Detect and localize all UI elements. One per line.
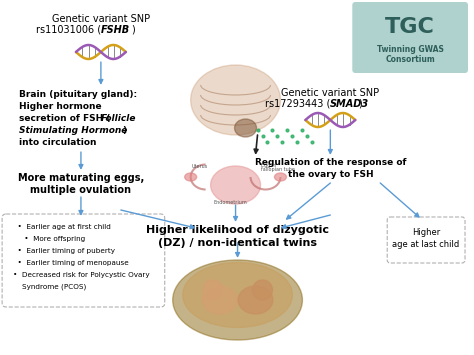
Text: rs11031006 (: rs11031006 ( <box>36 25 101 35</box>
Text: •  More offspring: • More offspring <box>13 236 85 242</box>
Ellipse shape <box>173 260 302 340</box>
Text: •  Earlier timing of puberty: • Earlier timing of puberty <box>13 248 115 254</box>
Text: Uterus: Uterus <box>191 164 208 169</box>
Text: Genetic variant SNP: Genetic variant SNP <box>52 14 150 24</box>
Text: ): ) <box>122 126 126 135</box>
Text: into circulation: into circulation <box>19 138 97 147</box>
Text: (DZ) / non-identical twins: (DZ) / non-identical twins <box>158 238 317 248</box>
Text: multiple ovulation: multiple ovulation <box>30 185 131 195</box>
Ellipse shape <box>210 166 261 204</box>
Text: Genetic variant SNP: Genetic variant SNP <box>281 88 379 98</box>
Text: Endometrium: Endometrium <box>214 200 247 205</box>
Circle shape <box>203 280 223 300</box>
Text: •  Earlier timing of menopause: • Earlier timing of menopause <box>13 260 129 266</box>
Text: Syndrome (PCOS): Syndrome (PCOS) <box>13 284 86 290</box>
Text: FSHB: FSHB <box>101 25 130 35</box>
Text: Egg in: Egg in <box>261 163 276 168</box>
Text: SMAD3: SMAD3 <box>330 99 369 109</box>
Ellipse shape <box>202 286 237 314</box>
Ellipse shape <box>185 173 197 181</box>
Text: More maturating eggs,: More maturating eggs, <box>18 173 144 183</box>
FancyBboxPatch shape <box>387 217 465 263</box>
Circle shape <box>253 280 273 300</box>
Ellipse shape <box>238 286 273 314</box>
Text: Regulation of the response of: Regulation of the response of <box>255 158 406 167</box>
Text: ): ) <box>131 25 135 35</box>
Text: TGC: TGC <box>385 17 435 37</box>
Text: Stimulating Hormone: Stimulating Hormone <box>19 126 128 135</box>
Text: •  Earlier age at first child: • Earlier age at first child <box>13 224 111 230</box>
Text: secretion of FSH (: secretion of FSH ( <box>19 114 110 123</box>
Text: Higher likelihood of dizygotic: Higher likelihood of dizygotic <box>146 225 329 235</box>
FancyBboxPatch shape <box>352 2 468 73</box>
Text: Brain (pituitary gland):: Brain (pituitary gland): <box>19 90 137 99</box>
Ellipse shape <box>182 262 292 328</box>
Ellipse shape <box>274 173 286 181</box>
Ellipse shape <box>191 65 281 135</box>
Text: age at last child: age at last child <box>392 240 460 249</box>
Text: •  Decreased risk for Polycystic Ovary: • Decreased risk for Polycystic Ovary <box>13 272 150 278</box>
Text: ): ) <box>358 99 362 109</box>
Text: fallopian tube: fallopian tube <box>261 166 294 171</box>
Ellipse shape <box>235 119 256 137</box>
Text: Higher: Higher <box>412 228 440 237</box>
Text: rs17293443 (: rs17293443 ( <box>265 99 330 109</box>
Text: Follicle: Follicle <box>101 114 137 123</box>
Text: the ovary to FSH: the ovary to FSH <box>288 170 373 179</box>
FancyBboxPatch shape <box>2 214 165 307</box>
Text: Higher hormone: Higher hormone <box>19 102 102 111</box>
Text: Consortium: Consortium <box>385 55 435 65</box>
Text: Twinning GWAS: Twinning GWAS <box>377 44 444 54</box>
